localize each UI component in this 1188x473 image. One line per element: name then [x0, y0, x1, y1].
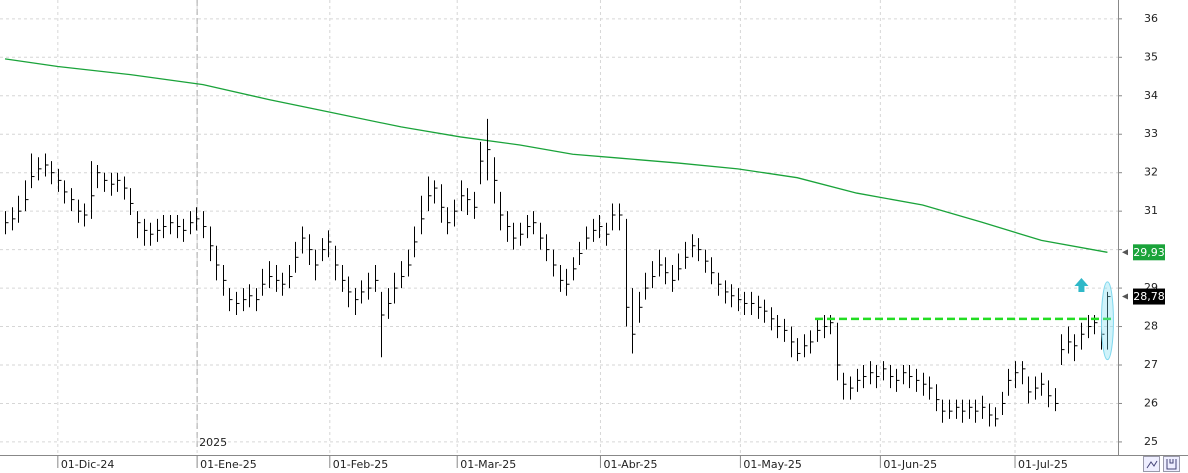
y-tick-label: 25 [1144, 435, 1158, 448]
y-tick-label: 32 [1144, 166, 1158, 179]
y-tick-label: 28 [1144, 320, 1158, 333]
y-tick-label: 36 [1144, 12, 1158, 25]
x-tick-label: 01-Jun-25 [883, 458, 937, 471]
x-tick-label: 01-Ene-25 [200, 458, 257, 471]
year-label: 2025 [199, 436, 227, 449]
y-tick-label: 31 [1144, 204, 1158, 217]
y-tick-label: 35 [1144, 50, 1158, 63]
y-tick-label: 34 [1144, 89, 1158, 102]
x-tick-label: 01-Abr-25 [603, 458, 657, 471]
last-pointer [1122, 293, 1128, 300]
x-tick-label: 01-May-25 [743, 458, 801, 471]
last-label: 28,78 [1133, 290, 1165, 303]
last-label: 29,93 [1133, 246, 1165, 259]
x-tick-label: 01-Mar-25 [460, 458, 516, 471]
moving-average [4, 58, 1108, 253]
up-arrow [1074, 278, 1089, 292]
y-tick-label: 26 [1144, 396, 1158, 409]
x-tick-label: 01-Feb-25 [333, 458, 388, 471]
x-tick-label: 01-Jul-25 [1018, 458, 1068, 471]
last-label-box [1133, 244, 1165, 261]
last-label-box [1133, 288, 1165, 305]
y-tick-label: 33 [1144, 127, 1158, 140]
y-tick-label: 27 [1144, 358, 1158, 371]
corner-buttons[interactable] [1143, 456, 1180, 472]
highlight-ellipse [1100, 281, 1114, 361]
last-pointer [1122, 249, 1128, 256]
zoom-button[interactable] [1143, 456, 1160, 472]
x-tick-label: 01-Dic-24 [61, 458, 115, 471]
zoom-icon [1146, 460, 1158, 469]
h-icon [1166, 459, 1177, 470]
